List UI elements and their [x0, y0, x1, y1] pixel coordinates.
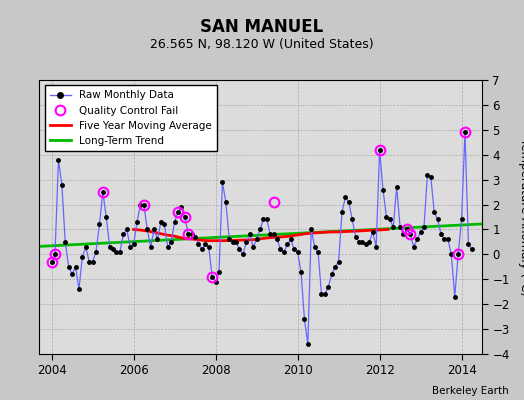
Text: Berkeley Earth: Berkeley Earth: [432, 386, 508, 396]
Text: 26.565 N, 98.120 W (United States): 26.565 N, 98.120 W (United States): [150, 38, 374, 51]
Legend: Raw Monthly Data, Quality Control Fail, Five Year Moving Average, Long-Term Tren: Raw Monthly Data, Quality Control Fail, …: [45, 85, 217, 151]
Y-axis label: Temperature Anomaly (°C): Temperature Anomaly (°C): [518, 138, 524, 296]
Text: SAN MANUEL: SAN MANUEL: [200, 18, 324, 36]
